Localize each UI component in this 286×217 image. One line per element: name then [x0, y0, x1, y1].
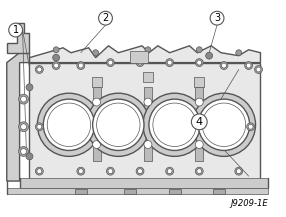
Text: J9209-1E: J9209-1E: [231, 199, 268, 208]
Circle shape: [247, 123, 255, 131]
Circle shape: [43, 99, 95, 150]
Circle shape: [197, 169, 202, 174]
Circle shape: [167, 60, 172, 65]
Circle shape: [149, 99, 200, 150]
Circle shape: [197, 60, 202, 65]
Circle shape: [99, 11, 112, 25]
Circle shape: [21, 96, 27, 102]
Bar: [7, 188, 268, 194]
Circle shape: [136, 167, 144, 175]
Circle shape: [87, 93, 150, 156]
Circle shape: [53, 54, 59, 61]
Text: 4: 4: [196, 117, 203, 127]
Circle shape: [106, 59, 114, 67]
Circle shape: [37, 124, 42, 129]
Circle shape: [221, 63, 227, 68]
Circle shape: [236, 50, 242, 56]
Circle shape: [35, 167, 43, 175]
Circle shape: [166, 167, 174, 175]
Circle shape: [195, 141, 203, 148]
Circle shape: [220, 62, 228, 69]
Circle shape: [37, 169, 42, 174]
Circle shape: [210, 11, 224, 25]
Circle shape: [246, 63, 251, 68]
Bar: [20, 178, 268, 188]
Circle shape: [19, 122, 29, 132]
Polygon shape: [29, 46, 261, 62]
Circle shape: [21, 124, 27, 130]
Bar: [93, 87, 101, 161]
Circle shape: [248, 124, 253, 129]
Circle shape: [206, 52, 212, 59]
Polygon shape: [7, 23, 29, 53]
Bar: [169, 189, 180, 194]
Circle shape: [52, 62, 60, 69]
Circle shape: [192, 93, 255, 156]
Text: 1: 1: [13, 25, 19, 35]
Circle shape: [93, 99, 144, 150]
Circle shape: [255, 66, 263, 73]
Bar: [92, 77, 102, 87]
Bar: [213, 189, 225, 194]
Circle shape: [26, 84, 33, 91]
Circle shape: [136, 59, 144, 67]
Bar: [130, 51, 148, 62]
Circle shape: [145, 47, 151, 53]
Circle shape: [195, 59, 203, 67]
Circle shape: [196, 47, 202, 53]
Circle shape: [143, 93, 206, 156]
Circle shape: [54, 63, 59, 68]
Circle shape: [144, 98, 152, 106]
Circle shape: [19, 94, 29, 104]
Circle shape: [245, 62, 253, 69]
Circle shape: [144, 141, 152, 148]
Bar: [195, 87, 203, 161]
Circle shape: [167, 169, 172, 174]
Circle shape: [35, 123, 43, 131]
Circle shape: [93, 98, 101, 106]
Circle shape: [108, 169, 113, 174]
Circle shape: [198, 99, 250, 150]
Circle shape: [106, 167, 114, 175]
Circle shape: [235, 167, 243, 175]
Circle shape: [21, 148, 27, 155]
Circle shape: [166, 59, 174, 67]
Bar: [124, 189, 136, 194]
Circle shape: [77, 62, 85, 69]
Circle shape: [53, 47, 59, 53]
Circle shape: [19, 146, 29, 156]
Circle shape: [93, 50, 99, 56]
Text: 2: 2: [102, 13, 109, 23]
Circle shape: [195, 98, 203, 106]
Bar: [144, 87, 152, 161]
Bar: [143, 72, 153, 82]
Circle shape: [37, 93, 101, 156]
Circle shape: [195, 167, 203, 175]
Circle shape: [138, 169, 142, 174]
Circle shape: [93, 141, 101, 148]
Polygon shape: [29, 62, 261, 181]
Circle shape: [78, 169, 83, 174]
Bar: [29, 62, 261, 181]
Circle shape: [256, 67, 261, 72]
Circle shape: [35, 66, 43, 73]
Circle shape: [191, 114, 207, 130]
Circle shape: [236, 169, 241, 174]
Circle shape: [26, 153, 33, 160]
Text: 3: 3: [214, 13, 220, 23]
Polygon shape: [7, 53, 29, 181]
Circle shape: [108, 60, 113, 65]
Bar: [75, 189, 87, 194]
Bar: [194, 77, 204, 87]
Circle shape: [138, 60, 142, 65]
Circle shape: [9, 23, 23, 37]
Circle shape: [77, 167, 85, 175]
Circle shape: [37, 67, 42, 72]
Circle shape: [78, 63, 83, 68]
